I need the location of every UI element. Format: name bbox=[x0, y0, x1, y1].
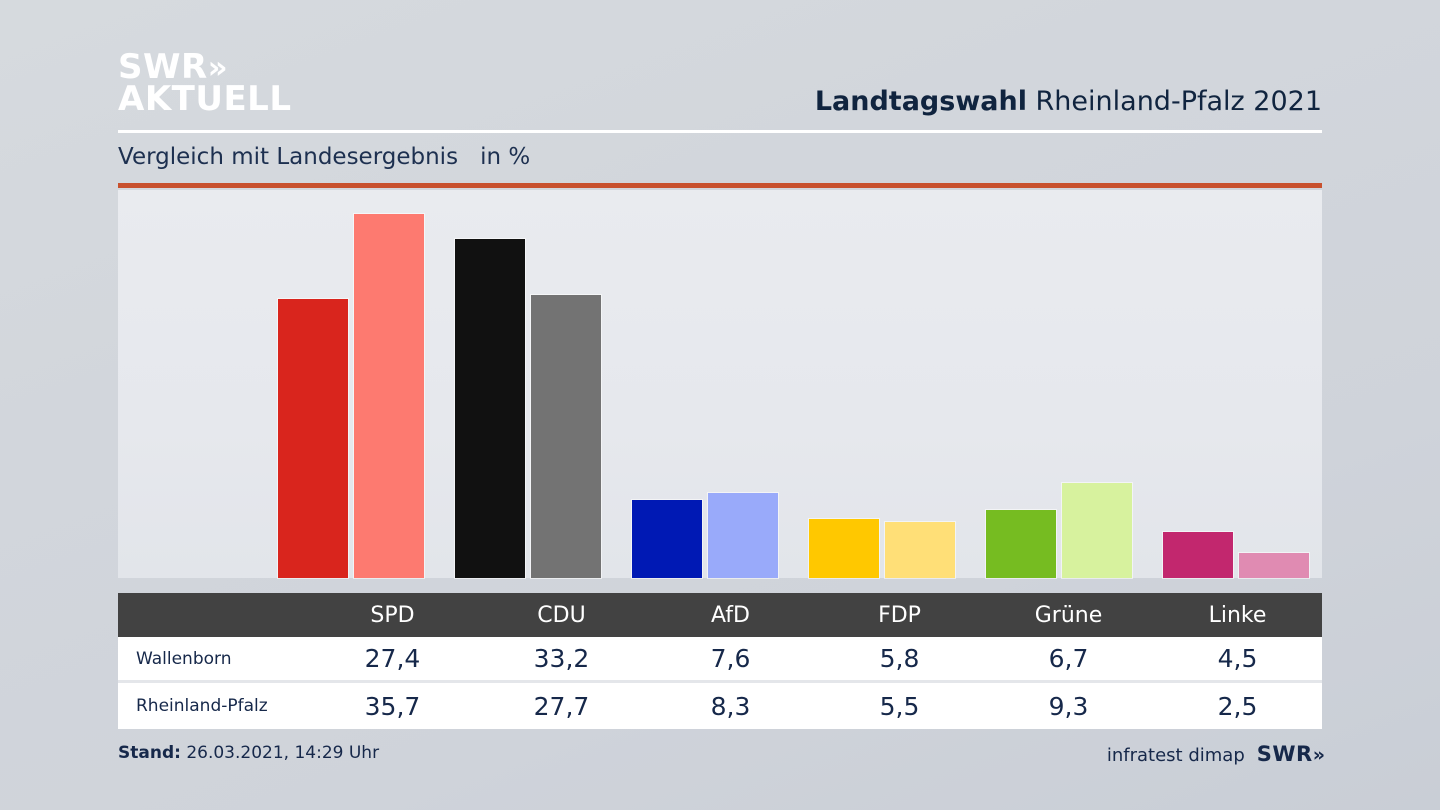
table-cell-spd-local: 27,4 bbox=[364, 644, 421, 673]
page-title-strong: Landtagswahl bbox=[814, 86, 1027, 117]
results-table: SPD CDU AfD FDP Grüne Linke Wallenborn 27,4 33… bbox=[118, 593, 1322, 729]
bar-chart-plot-area bbox=[118, 190, 1322, 578]
bar-grüne-local bbox=[986, 509, 1056, 578]
table-cell-fdp-state: 5,5 bbox=[879, 691, 920, 721]
table-cell-spd-state: 35,7 bbox=[364, 691, 421, 721]
logo-line-aktuell: AKTUELL bbox=[118, 78, 292, 119]
chevron-double-right-icon: » bbox=[1312, 744, 1325, 766]
table-row: Wallenborn 27,4 33,2 7,6 5,8 6,7 4,5 bbox=[118, 637, 1322, 683]
bar-fdp-local bbox=[809, 518, 879, 578]
bar-linke-state bbox=[1239, 552, 1309, 578]
bar-afd-local bbox=[632, 500, 702, 578]
bar-cdu-state bbox=[531, 295, 601, 578]
chart-subtitle: Vergleich mit Landesergebnis in % bbox=[118, 144, 530, 170]
timestamp-label: Stand: bbox=[118, 743, 181, 763]
table-cell-cdu-local: 33,2 bbox=[533, 644, 590, 673]
table-column-header-afd: AfD bbox=[711, 602, 750, 628]
chart-unit-label: in % bbox=[480, 144, 531, 170]
table-cell-cdu-state: 27,7 bbox=[533, 691, 590, 721]
table-cell-afd-state: 8,3 bbox=[710, 691, 751, 721]
table-column-header-fdp: FDP bbox=[878, 602, 921, 628]
bar-linke-local bbox=[1163, 532, 1233, 578]
table-row: Rheinland-Pfalz 35,7 27,7 8,3 5,5 9,3 2,5 bbox=[118, 683, 1322, 729]
table-row-label: Rheinland-Pfalz bbox=[136, 696, 268, 716]
chart-subtitle-text: Vergleich mit Landesergebnis bbox=[118, 144, 459, 170]
bar-cdu-local bbox=[455, 239, 525, 578]
bar-afd-state bbox=[708, 493, 778, 578]
table-column-header-cdu: CDU bbox=[537, 602, 586, 628]
credits: infratest dimap SWR» bbox=[1106, 742, 1325, 766]
logo-text-swr: SWR bbox=[118, 47, 208, 87]
page-title: Landtagswahl Rheinland-Pfalz 2021 bbox=[815, 86, 1322, 117]
timestamp-value: 26.03.2021, 14:29 Uhr bbox=[180, 743, 380, 763]
bar-grüne-state bbox=[1062, 483, 1132, 578]
timestamp: Stand: 26.03.2021, 14:29 Uhr bbox=[118, 743, 379, 763]
table-cell-linke-local: 4,5 bbox=[1217, 644, 1258, 673]
logo-line-swr: SWR» bbox=[118, 50, 292, 86]
page-title-rest: Rheinland-Pfalz 2021 bbox=[1026, 86, 1322, 117]
table-cell-linke-state: 2,5 bbox=[1217, 691, 1258, 721]
swr-aktuell-logo: SWR» AKTUELL bbox=[118, 50, 292, 119]
table-cell-fdp-local: 5,8 bbox=[879, 644, 920, 673]
table-header-row: SPD CDU AfD FDP Grüne Linke bbox=[118, 593, 1322, 637]
table-column-header-linke: Linke bbox=[1208, 602, 1267, 628]
table-cell-grüne-state: 9,3 bbox=[1048, 691, 1089, 721]
chevron-double-right-icon: » bbox=[207, 50, 228, 86]
table-cell-afd-local: 7,6 bbox=[710, 644, 751, 673]
credit-institute: infratest dimap bbox=[1106, 745, 1245, 766]
table-cell-grüne-local: 6,7 bbox=[1048, 644, 1089, 673]
credit-broadcaster-text: SWR bbox=[1256, 742, 1313, 766]
page-header: SWR» AKTUELL Landtagswahl Rheinland-Pfal… bbox=[0, 0, 1440, 136]
header-divider bbox=[118, 130, 1322, 133]
credit-broadcaster: SWR» bbox=[1256, 742, 1325, 766]
accent-divider bbox=[118, 183, 1322, 188]
bar-spd-state bbox=[354, 213, 424, 578]
table-column-header-spd: SPD bbox=[370, 602, 415, 628]
bar-fdp-state bbox=[885, 521, 955, 578]
table-column-header-grüne: Grüne bbox=[1034, 602, 1103, 628]
table-row-label: Wallenborn bbox=[136, 648, 232, 669]
bar-spd-local bbox=[278, 298, 348, 578]
